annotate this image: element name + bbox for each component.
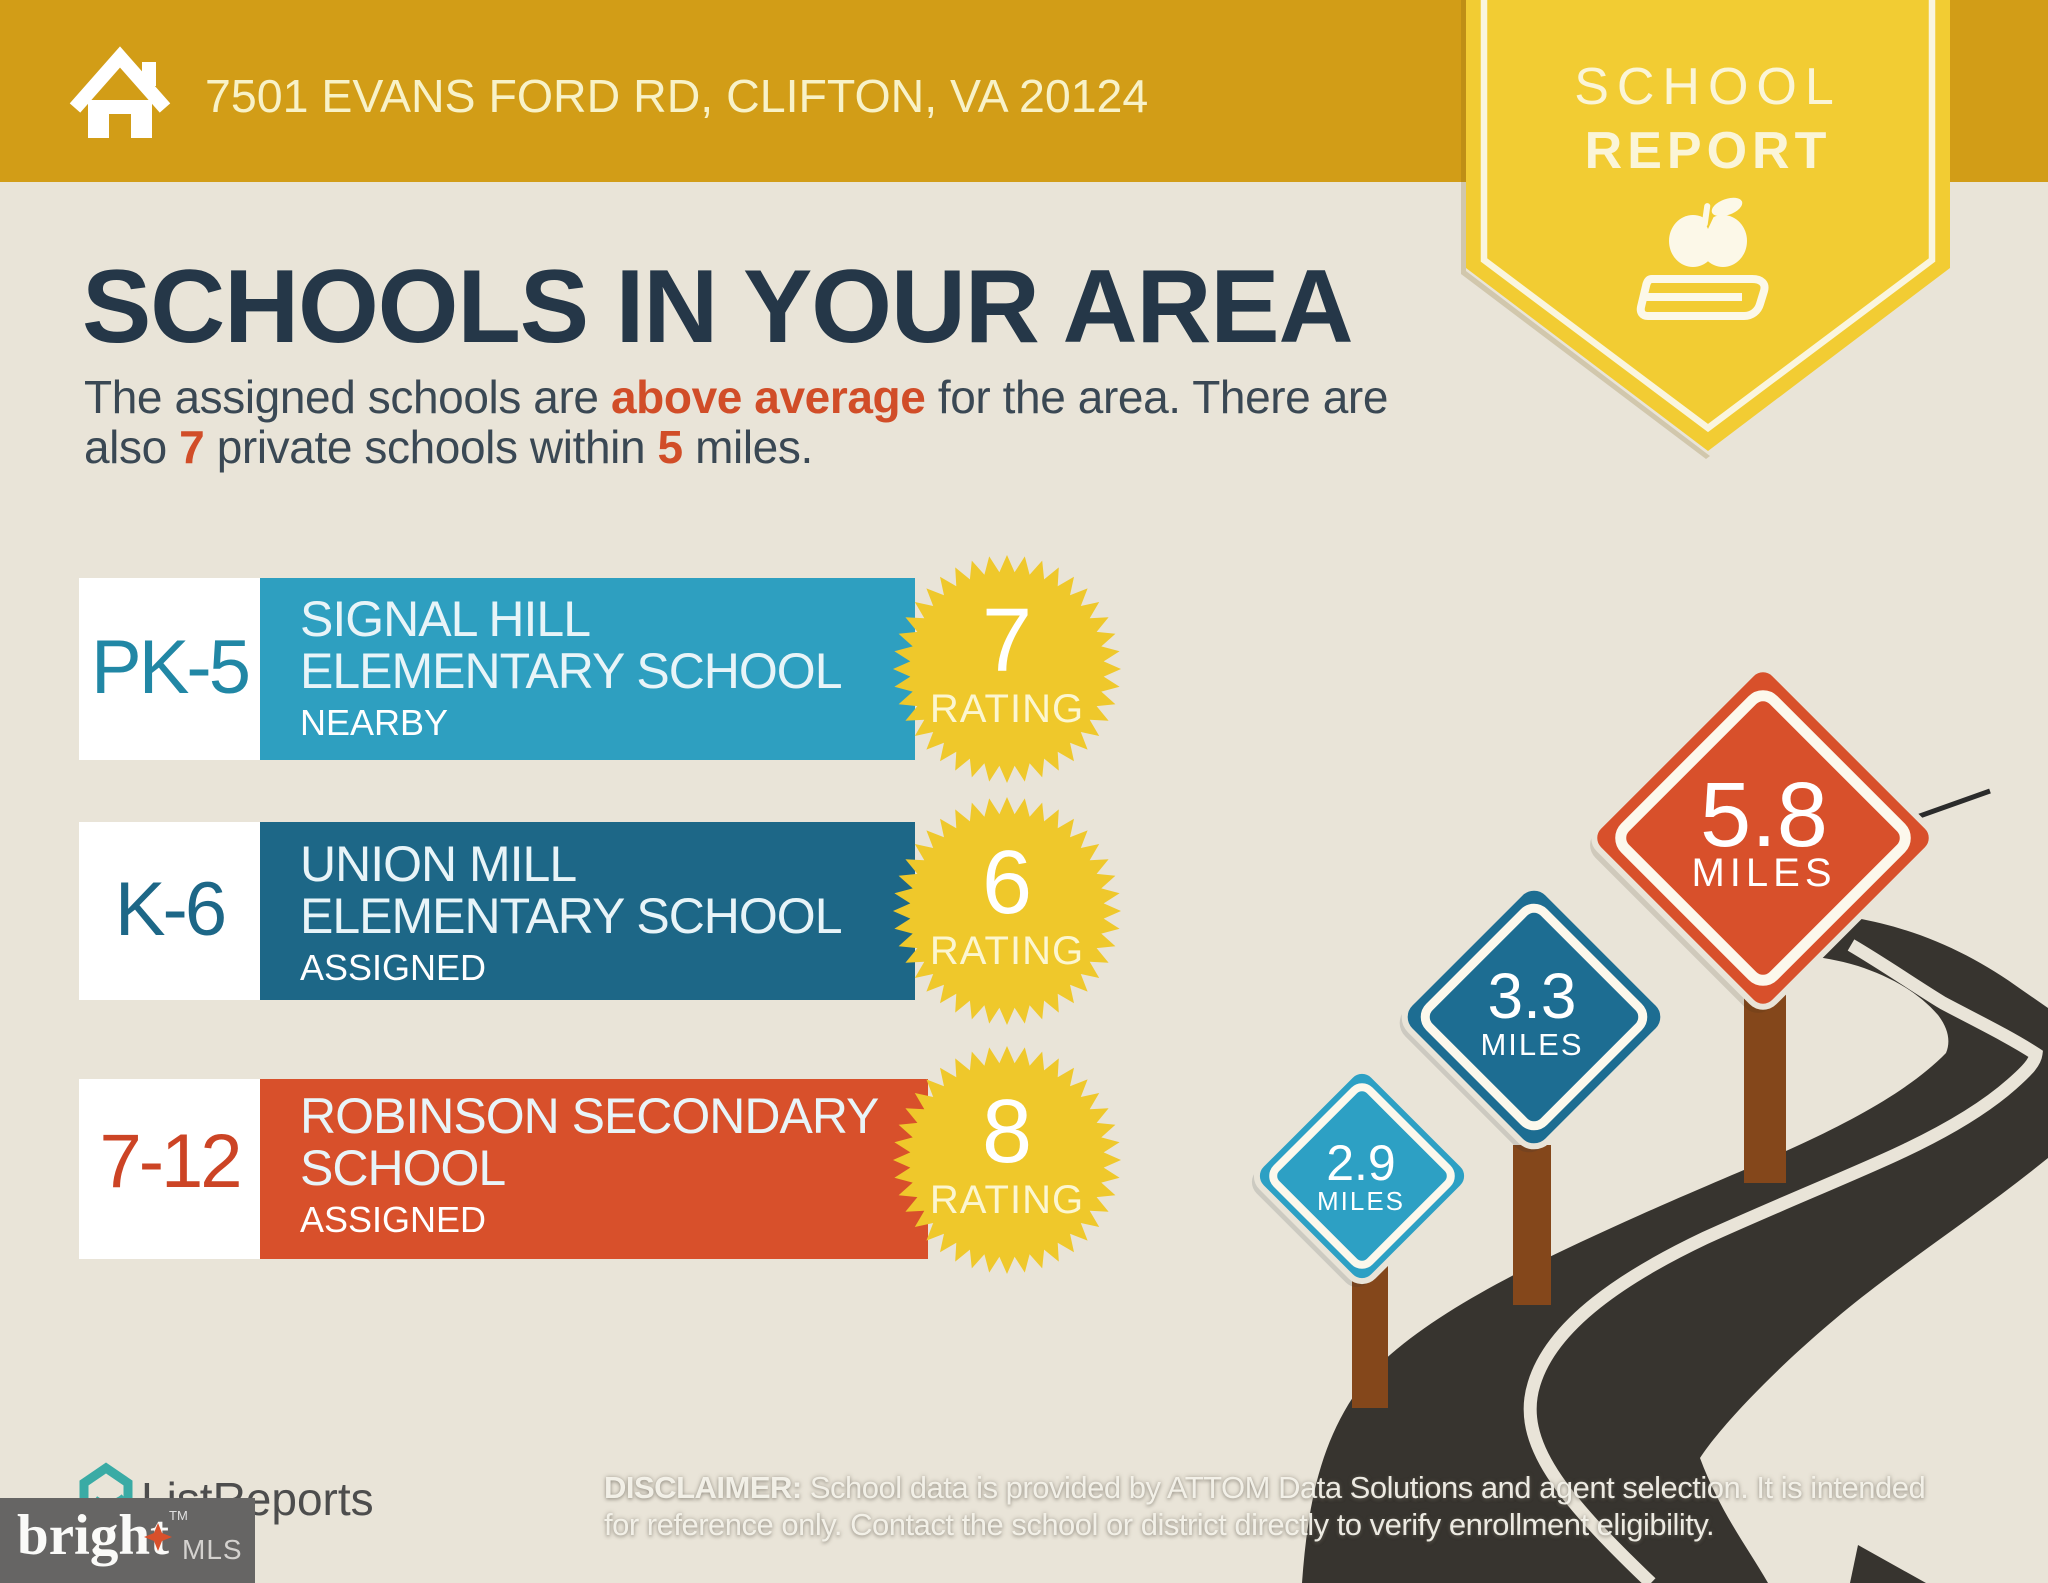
svg-text:2.9: 2.9: [1326, 1135, 1396, 1191]
svg-text:RATING: RATING: [930, 687, 1084, 731]
svg-text:8: 8: [982, 1082, 1032, 1182]
svg-text:REPORT: REPORT: [1585, 122, 1832, 180]
svg-text:MILES: MILES: [1691, 851, 1836, 895]
svg-text:RATING: RATING: [930, 1178, 1084, 1222]
svg-text:6: 6: [982, 833, 1032, 933]
svg-text:5.8: 5.8: [1700, 764, 1828, 866]
svg-text:7: 7: [982, 591, 1032, 691]
svg-text:3.3: 3.3: [1488, 960, 1577, 1032]
svg-text:MILES: MILES: [1317, 1186, 1405, 1216]
svg-text:MILES: MILES: [1480, 1027, 1583, 1062]
svg-text:RATING: RATING: [930, 929, 1084, 973]
svg-text:SCHOOL: SCHOOL: [1574, 58, 1842, 116]
